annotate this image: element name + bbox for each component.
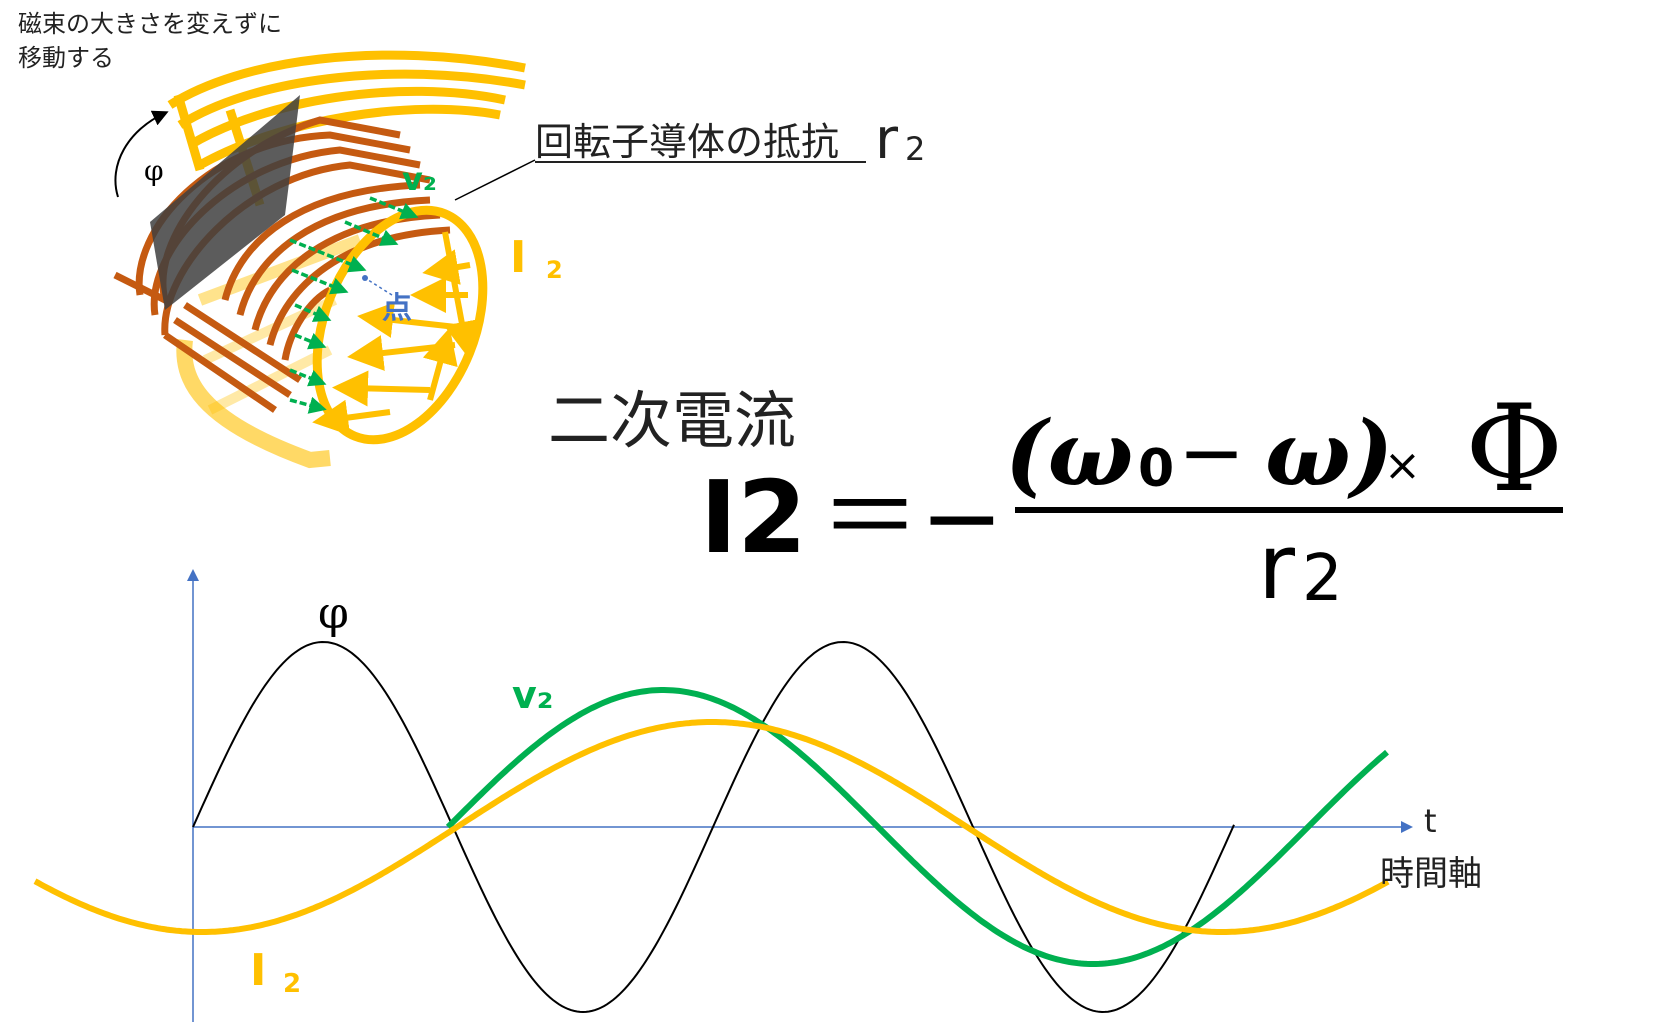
i2-label-top: I [510,232,526,283]
formula-numerator-sub0: 0 [1138,439,1174,499]
r2-label-sub: 2 [905,130,925,168]
formula-numerator-minus: − [1178,406,1245,499]
flux-sheets [167,50,526,207]
caption-line-1: 磁束の大きさを変えずに [18,10,282,38]
formula-numerator-times: × [1384,440,1421,491]
t-label: t [1424,802,1437,840]
v2-label-top: v₂ [402,160,437,198]
graph-i2-label: I [250,945,266,996]
graph-phi-label: φ [318,588,349,639]
r2-label: r [875,107,899,172]
formula-numerator-omega: ω) [1265,401,1393,507]
formula-denominator-r: r [1258,515,1295,620]
graph-v2-label: v₂ [512,673,553,717]
v2-curve [445,687,1389,967]
formula-equals: ＝− [820,459,1004,576]
flux-plate [150,95,300,310]
formula-lhs: I2 [700,459,807,576]
formula-heading: 二次電流 [548,384,796,457]
resistance-leader-line [454,159,536,201]
phi-label-top: φ [144,154,164,187]
point-dot [362,275,368,281]
velocity-arrows [289,196,419,414]
formula-numerator-left: (ω [1005,401,1133,507]
ring-current-arrows [312,231,480,436]
rotor-resistance-label: 回転子導体の抵抗 [535,120,839,164]
time-axis-label: 時間軸 [1380,854,1482,894]
caption-line-2: 移動する [18,44,114,72]
i2-label-top-sub: 2 [546,256,563,284]
rotation-arrow-icon [114,110,169,198]
formula-denominator-sub: 2 [1302,542,1343,616]
formula-numerator-phi: Φ [1465,380,1563,519]
point-leader-line [364,277,393,296]
graph-i2-label-sub: 2 [283,969,301,999]
point-label: 点 [382,291,412,326]
phi-curve [192,640,1235,1014]
i2-curve [33,719,1390,935]
